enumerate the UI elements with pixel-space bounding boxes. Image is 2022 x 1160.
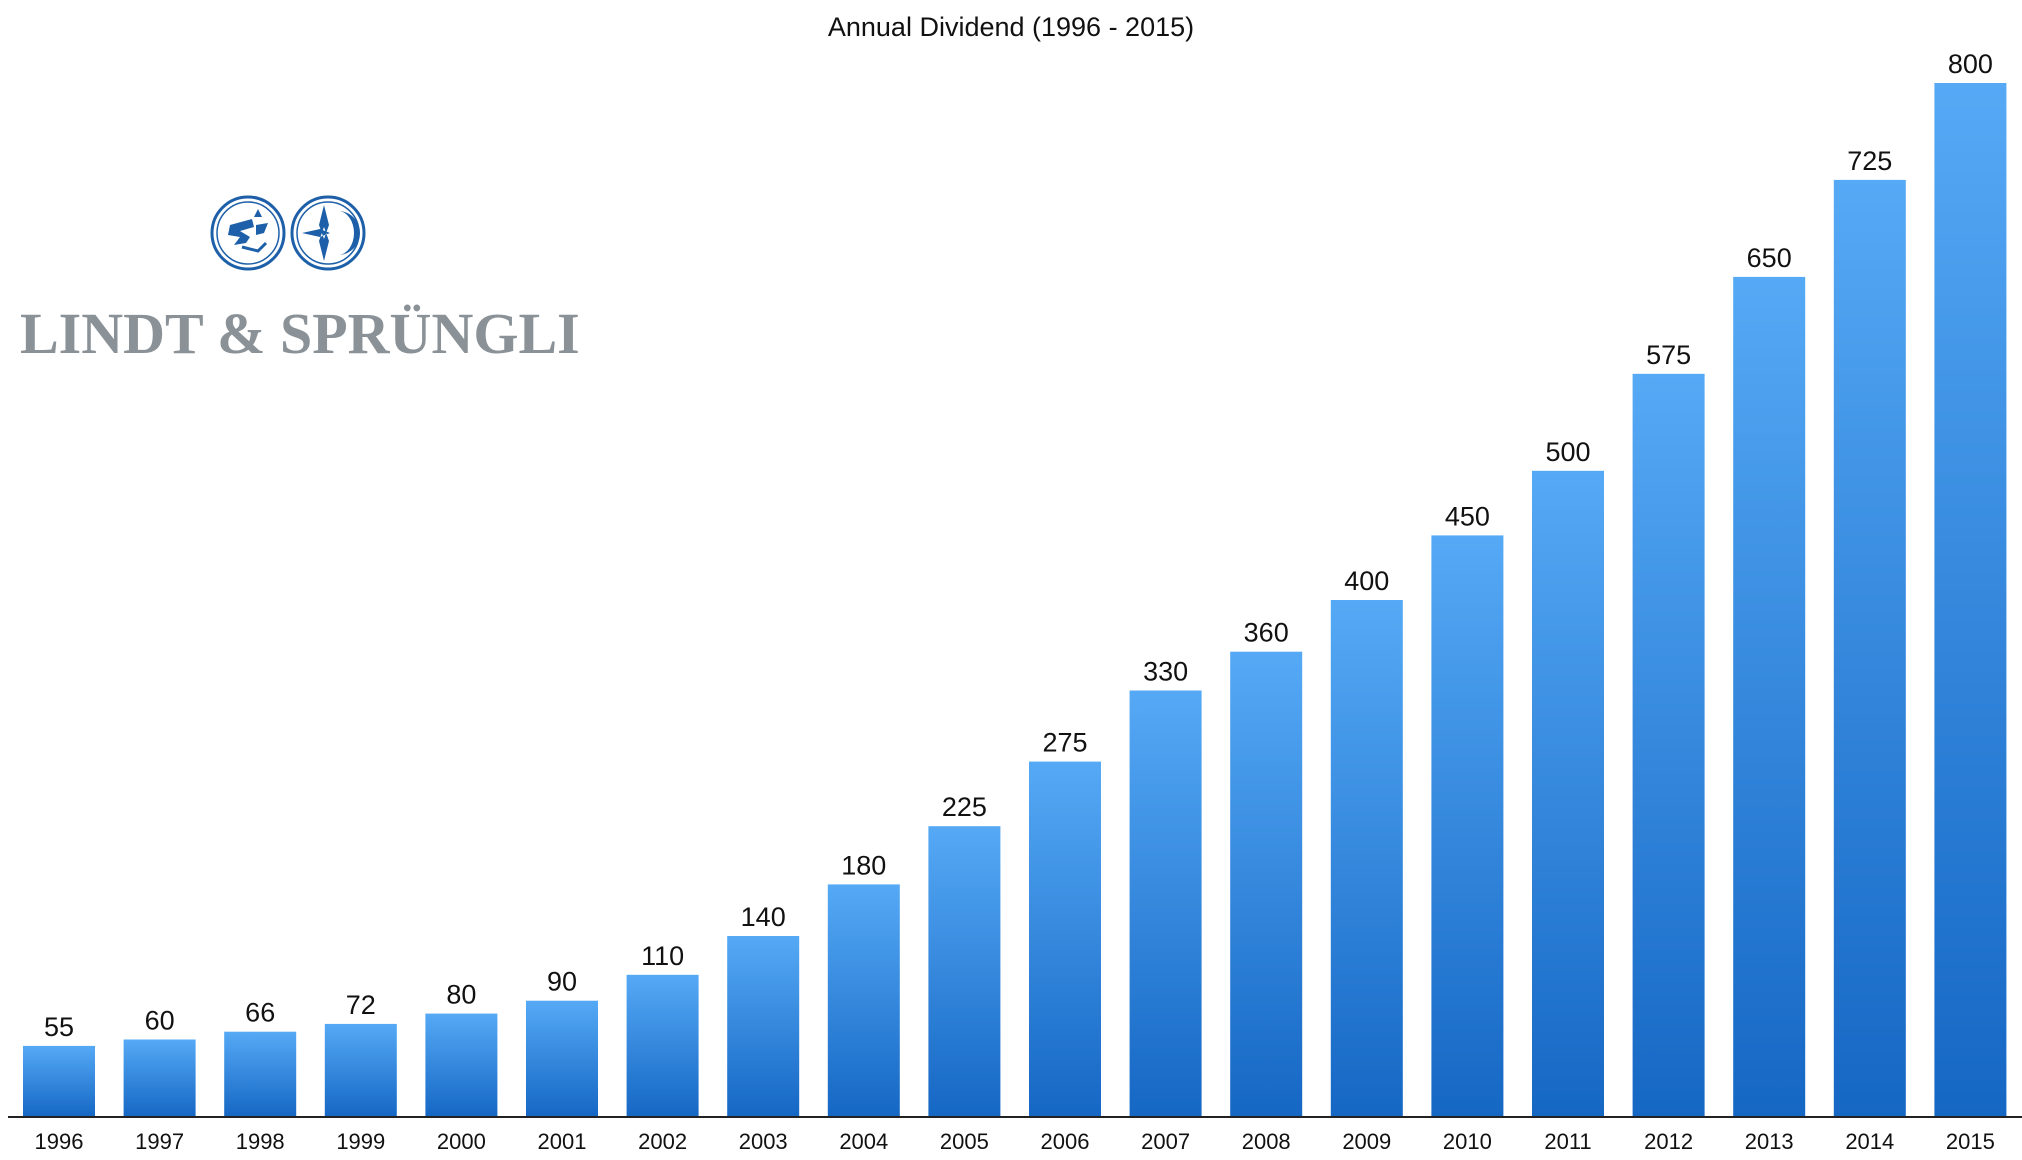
x-tick-label-2000: 2000 <box>437 1129 486 1154</box>
value-label-1999: 72 <box>346 990 376 1020</box>
x-tick-label-2002: 2002 <box>638 1129 687 1154</box>
value-label-2009: 400 <box>1344 566 1389 596</box>
value-label-2005: 225 <box>942 792 987 822</box>
value-label-2000: 80 <box>446 980 476 1010</box>
bar-1999 <box>324 1023 397 1117</box>
value-label-2011: 500 <box>1545 437 1590 467</box>
bar-2009 <box>1330 600 1403 1117</box>
bar-2011 <box>1532 470 1604 1118</box>
value-label-2007: 330 <box>1143 657 1188 687</box>
x-tick-label-2011: 2011 <box>1544 1129 1591 1154</box>
value-label-2013: 650 <box>1747 243 1792 273</box>
bar-2007 <box>1129 690 1202 1117</box>
value-labels-layer: 55 60 66 72 80 90 110 140 180 225 275 330 360 400 450 5… <box>44 49 1993 1042</box>
x-tick-label-2006: 2006 <box>1041 1129 1090 1154</box>
value-label-2012: 575 <box>1646 340 1691 370</box>
bar-2001 <box>526 1000 598 1117</box>
x-tick-label-2001: 2001 <box>538 1129 587 1154</box>
bar-2015 <box>1934 83 2007 1117</box>
bar-1996 <box>23 1045 95 1117</box>
x-tick-label-2008: 2008 <box>1242 1129 1291 1154</box>
chart-title: Annual Dividend (1996 - 2015) <box>828 12 1194 42</box>
value-label-1997: 60 <box>145 1006 175 1036</box>
value-label-2004: 180 <box>841 850 886 880</box>
x-tick-label-2004: 2004 <box>839 1129 888 1154</box>
bar-2004 <box>827 884 900 1118</box>
value-label-2015: 800 <box>1948 49 1993 79</box>
value-label-2003: 140 <box>741 902 786 932</box>
bar-2010 <box>1431 535 1504 1117</box>
logo-wordmark: LINDT & SPRÜNGLI <box>20 301 580 366</box>
bar-2013 <box>1733 276 1806 1117</box>
bar-2000 <box>425 1013 498 1117</box>
x-tick-label-2012: 2012 <box>1644 1129 1693 1154</box>
x-tick-label-2003: 2003 <box>739 1129 788 1154</box>
x-tick-label-2009: 2009 <box>1342 1129 1391 1154</box>
bars-layer <box>23 83 2007 1118</box>
bar-1997 <box>123 1039 196 1117</box>
value-label-2006: 275 <box>1042 728 1087 758</box>
bar-1998 <box>224 1031 297 1117</box>
bar-2002 <box>626 974 699 1117</box>
logo: LINDT & SPRÜNGLI <box>20 195 580 366</box>
bar-2005 <box>928 826 1001 1117</box>
value-label-2008: 360 <box>1244 618 1289 648</box>
griffin-emblem-icon <box>210 195 286 271</box>
x-tick-label-1998: 1998 <box>236 1129 285 1154</box>
x-tick-label-2007: 2007 <box>1141 1129 1190 1154</box>
value-label-2001: 90 <box>547 967 577 997</box>
x-tick-label-2010: 2010 <box>1443 1129 1492 1154</box>
value-label-1998: 66 <box>245 998 275 1028</box>
x-tick-label-2014: 2014 <box>1845 1129 1894 1154</box>
x-tick-label-1996: 1996 <box>35 1129 84 1154</box>
bar-2008 <box>1230 651 1303 1117</box>
bar-2012 <box>1632 373 1705 1117</box>
value-label-2010: 450 <box>1445 501 1490 531</box>
star-moon-emblem-icon <box>290 195 366 271</box>
value-label-2002: 110 <box>641 941 684 971</box>
value-label-2014: 725 <box>1847 146 1892 176</box>
bar-2003 <box>727 936 800 1117</box>
x-tick-labels-layer: 1996 1997 1998 1999 2000 2001 2002 2003 2004 2005… <box>35 1129 1995 1154</box>
x-tick-label-1999: 1999 <box>336 1129 385 1154</box>
x-tick-label-2013: 2013 <box>1745 1129 1794 1154</box>
x-tick-label-2015: 2015 <box>1946 1129 1995 1154</box>
bar-2006 <box>1029 761 1101 1117</box>
bar-2014 <box>1833 179 1906 1117</box>
value-label-1996: 55 <box>44 1012 74 1042</box>
x-tick-label-1997: 1997 <box>135 1129 184 1154</box>
x-tick-label-2005: 2005 <box>940 1129 989 1154</box>
